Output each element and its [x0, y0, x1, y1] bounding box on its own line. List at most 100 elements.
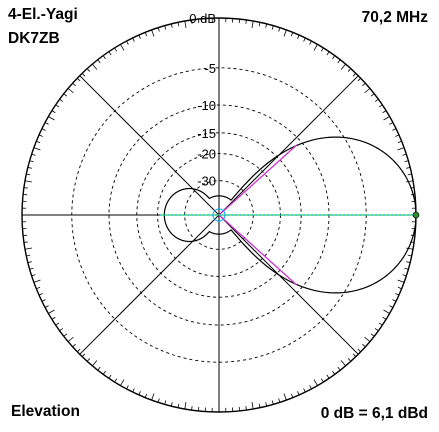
ring-tick — [191, 406, 193, 411]
ring-tick — [23, 187, 28, 189]
ring-tick — [151, 29, 155, 37]
ring-tick — [303, 388, 306, 393]
ring-label-5db: -5 — [204, 61, 216, 76]
ring-tick — [340, 63, 346, 70]
ring-tick — [337, 59, 341, 64]
ring-tick — [97, 366, 101, 371]
ring-tick — [41, 128, 46, 131]
ring-tick — [120, 379, 125, 386]
ring-tick — [406, 261, 411, 264]
ring-tick — [402, 274, 407, 277]
ring-tick — [397, 286, 402, 290]
ring-label-15db: -15 — [197, 126, 216, 141]
view-type-label: Elevation — [11, 403, 80, 420]
ring-tick — [26, 173, 31, 176]
ring-tick — [290, 32, 294, 37]
ring-tick — [44, 305, 49, 308]
ring-tick — [362, 343, 366, 348]
ring-tick — [31, 274, 36, 277]
ring-label-10db: -10 — [197, 98, 216, 113]
ring-tick — [283, 393, 287, 401]
ring-tick — [170, 402, 173, 407]
ring-tick — [77, 348, 81, 353]
ring-tick — [184, 20, 187, 28]
ring-tick — [297, 34, 300, 39]
ring-tick — [383, 309, 390, 314]
ring-tick — [347, 358, 352, 362]
ring-tick — [251, 402, 254, 410]
ring-tick — [283, 29, 287, 37]
ring-tick — [278, 27, 281, 32]
ring-tick — [38, 293, 43, 296]
ring-tick — [120, 44, 125, 51]
ring-tick — [313, 379, 318, 386]
ring-tick — [320, 378, 324, 383]
ring-tick — [392, 299, 397, 302]
ring-tick — [86, 68, 91, 72]
ring-tick — [352, 353, 357, 357]
ring-tick — [404, 267, 409, 270]
ring-tick — [395, 134, 400, 137]
ring-tick — [406, 166, 411, 169]
ring-tick — [72, 82, 76, 87]
radial-line — [218, 214, 359, 355]
ring-tick — [97, 59, 101, 64]
ring-tick — [392, 128, 397, 131]
ring-tick — [102, 370, 106, 375]
ring-tick — [177, 403, 180, 408]
ring-tick — [313, 44, 318, 51]
ring-tick — [362, 82, 366, 87]
ring-tick — [81, 353, 86, 357]
ring-tick — [77, 77, 81, 82]
ring-tick — [72, 343, 76, 348]
ring-tick — [51, 316, 56, 320]
ring-tick — [364, 336, 371, 342]
ring-tick — [102, 55, 106, 60]
callsign: DK7ZB — [8, 30, 60, 47]
ring-tick — [29, 267, 34, 270]
ring-tick — [157, 27, 160, 32]
ring-tick — [389, 305, 394, 308]
ring-tick — [55, 104, 60, 108]
ring-label-30db: -30 — [197, 174, 216, 189]
frequency-label: 70,2 MHz — [361, 9, 428, 26]
ring-tick — [144, 32, 148, 37]
ring-tick — [258, 22, 261, 27]
radial-line — [79, 214, 220, 355]
ring-tick — [326, 374, 330, 379]
ring-tick — [389, 122, 394, 125]
ring-tick — [67, 88, 74, 94]
ring-tick — [114, 378, 118, 383]
ring-tick — [352, 73, 357, 77]
ring-tick — [374, 98, 379, 102]
ring-tick — [364, 88, 371, 94]
ring-tick — [397, 147, 405, 151]
ring-tick — [332, 370, 336, 375]
beam-line-upper — [218, 144, 297, 216]
ring-tick — [378, 322, 383, 326]
ring-tick — [33, 279, 41, 283]
ring-tick — [108, 374, 112, 379]
ring-tick — [164, 400, 167, 405]
ring-tick — [245, 406, 247, 411]
center-marker — [212, 208, 226, 222]
ring-tick — [407, 254, 412, 257]
ring-tick — [59, 98, 64, 102]
ring-tick — [44, 122, 49, 125]
ring-tick — [63, 333, 68, 337]
ring-tick — [278, 398, 281, 403]
ring-tick — [382, 316, 387, 320]
ring-tick — [383, 116, 390, 121]
ring-tick — [309, 40, 312, 45]
ring-tick — [41, 299, 46, 302]
ring-tick — [347, 68, 352, 72]
ring-tick — [36, 286, 41, 290]
ring-tick — [370, 93, 375, 97]
ring-tick — [24, 180, 32, 183]
reference-note: 0 dB = 6,1 dBd — [320, 405, 428, 422]
ring-tick — [126, 40, 129, 45]
ring-tick — [191, 19, 193, 24]
ring-label-0db: 0 dB — [189, 11, 216, 26]
ring-tick — [374, 328, 379, 332]
ring-tick — [402, 153, 407, 156]
